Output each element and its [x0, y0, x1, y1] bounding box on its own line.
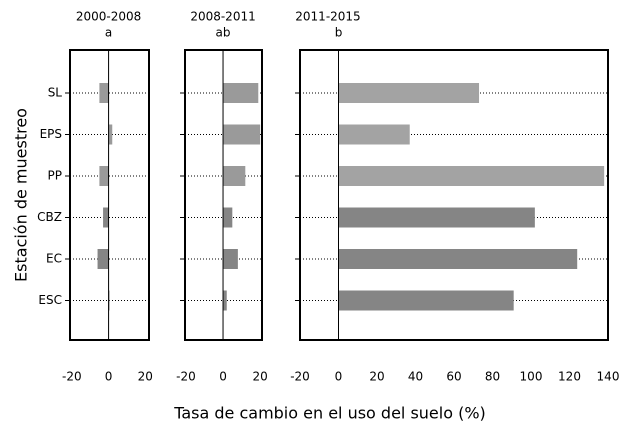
x-tick-label: -20: [290, 370, 310, 384]
panel-subtitle: ab: [216, 26, 231, 40]
panel-subtitle: b: [335, 26, 343, 40]
bar: [338, 124, 410, 145]
bar: [223, 83, 259, 103]
x-tick-label: 20: [369, 370, 384, 384]
panel-title: 2000-2008: [76, 10, 141, 24]
panel-frame: [69, 49, 150, 341]
y-tick-label: EC: [46, 252, 62, 266]
panel-subtitle: a: [105, 26, 112, 40]
x-tick-label: 40: [408, 370, 423, 384]
y-tick-label: SL: [48, 86, 63, 100]
panel-frame: [184, 49, 263, 341]
x-tick-label: 100: [520, 370, 543, 384]
bar: [338, 290, 514, 311]
panel-title: 2008-2011: [190, 10, 255, 24]
bar: [338, 166, 605, 186]
x-tick-label: 60: [446, 370, 461, 384]
bar: [108, 124, 113, 145]
bar: [97, 249, 109, 269]
x-tick-label: 0: [105, 370, 113, 384]
y-tick-label: CBZ: [37, 210, 62, 224]
x-tick-label: 0: [219, 370, 227, 384]
x-tick-label: -20: [62, 370, 82, 384]
bar: [338, 207, 535, 228]
y-axis-label: Estación de muestreo: [12, 108, 31, 282]
bar: [338, 249, 578, 269]
x-tick-label: 20: [253, 370, 268, 384]
x-tick-label: 140: [597, 370, 620, 384]
x-tick-label: 20: [138, 370, 153, 384]
bar: [223, 207, 233, 228]
bar: [223, 124, 261, 145]
panel-frame: [299, 49, 609, 341]
panel-title: 2011-2015: [295, 10, 360, 24]
y-tick-label: EPS: [40, 127, 62, 141]
bar: [99, 166, 109, 186]
x-tick-label: 120: [558, 370, 581, 384]
bar: [103, 207, 109, 228]
x-axis-label: Tasa de cambio en el uso del suelo (%): [173, 404, 486, 423]
x-tick-label: 0: [335, 370, 343, 384]
bar: [223, 290, 227, 311]
y-tick-label: ESC: [38, 293, 62, 307]
bar: [338, 83, 480, 103]
bar: [223, 166, 246, 186]
y-tick-label: PP: [48, 169, 62, 183]
bar: [223, 249, 238, 269]
x-tick-label: 80: [485, 370, 500, 384]
x-tick-label: -20: [176, 370, 196, 384]
bar: [99, 83, 109, 103]
